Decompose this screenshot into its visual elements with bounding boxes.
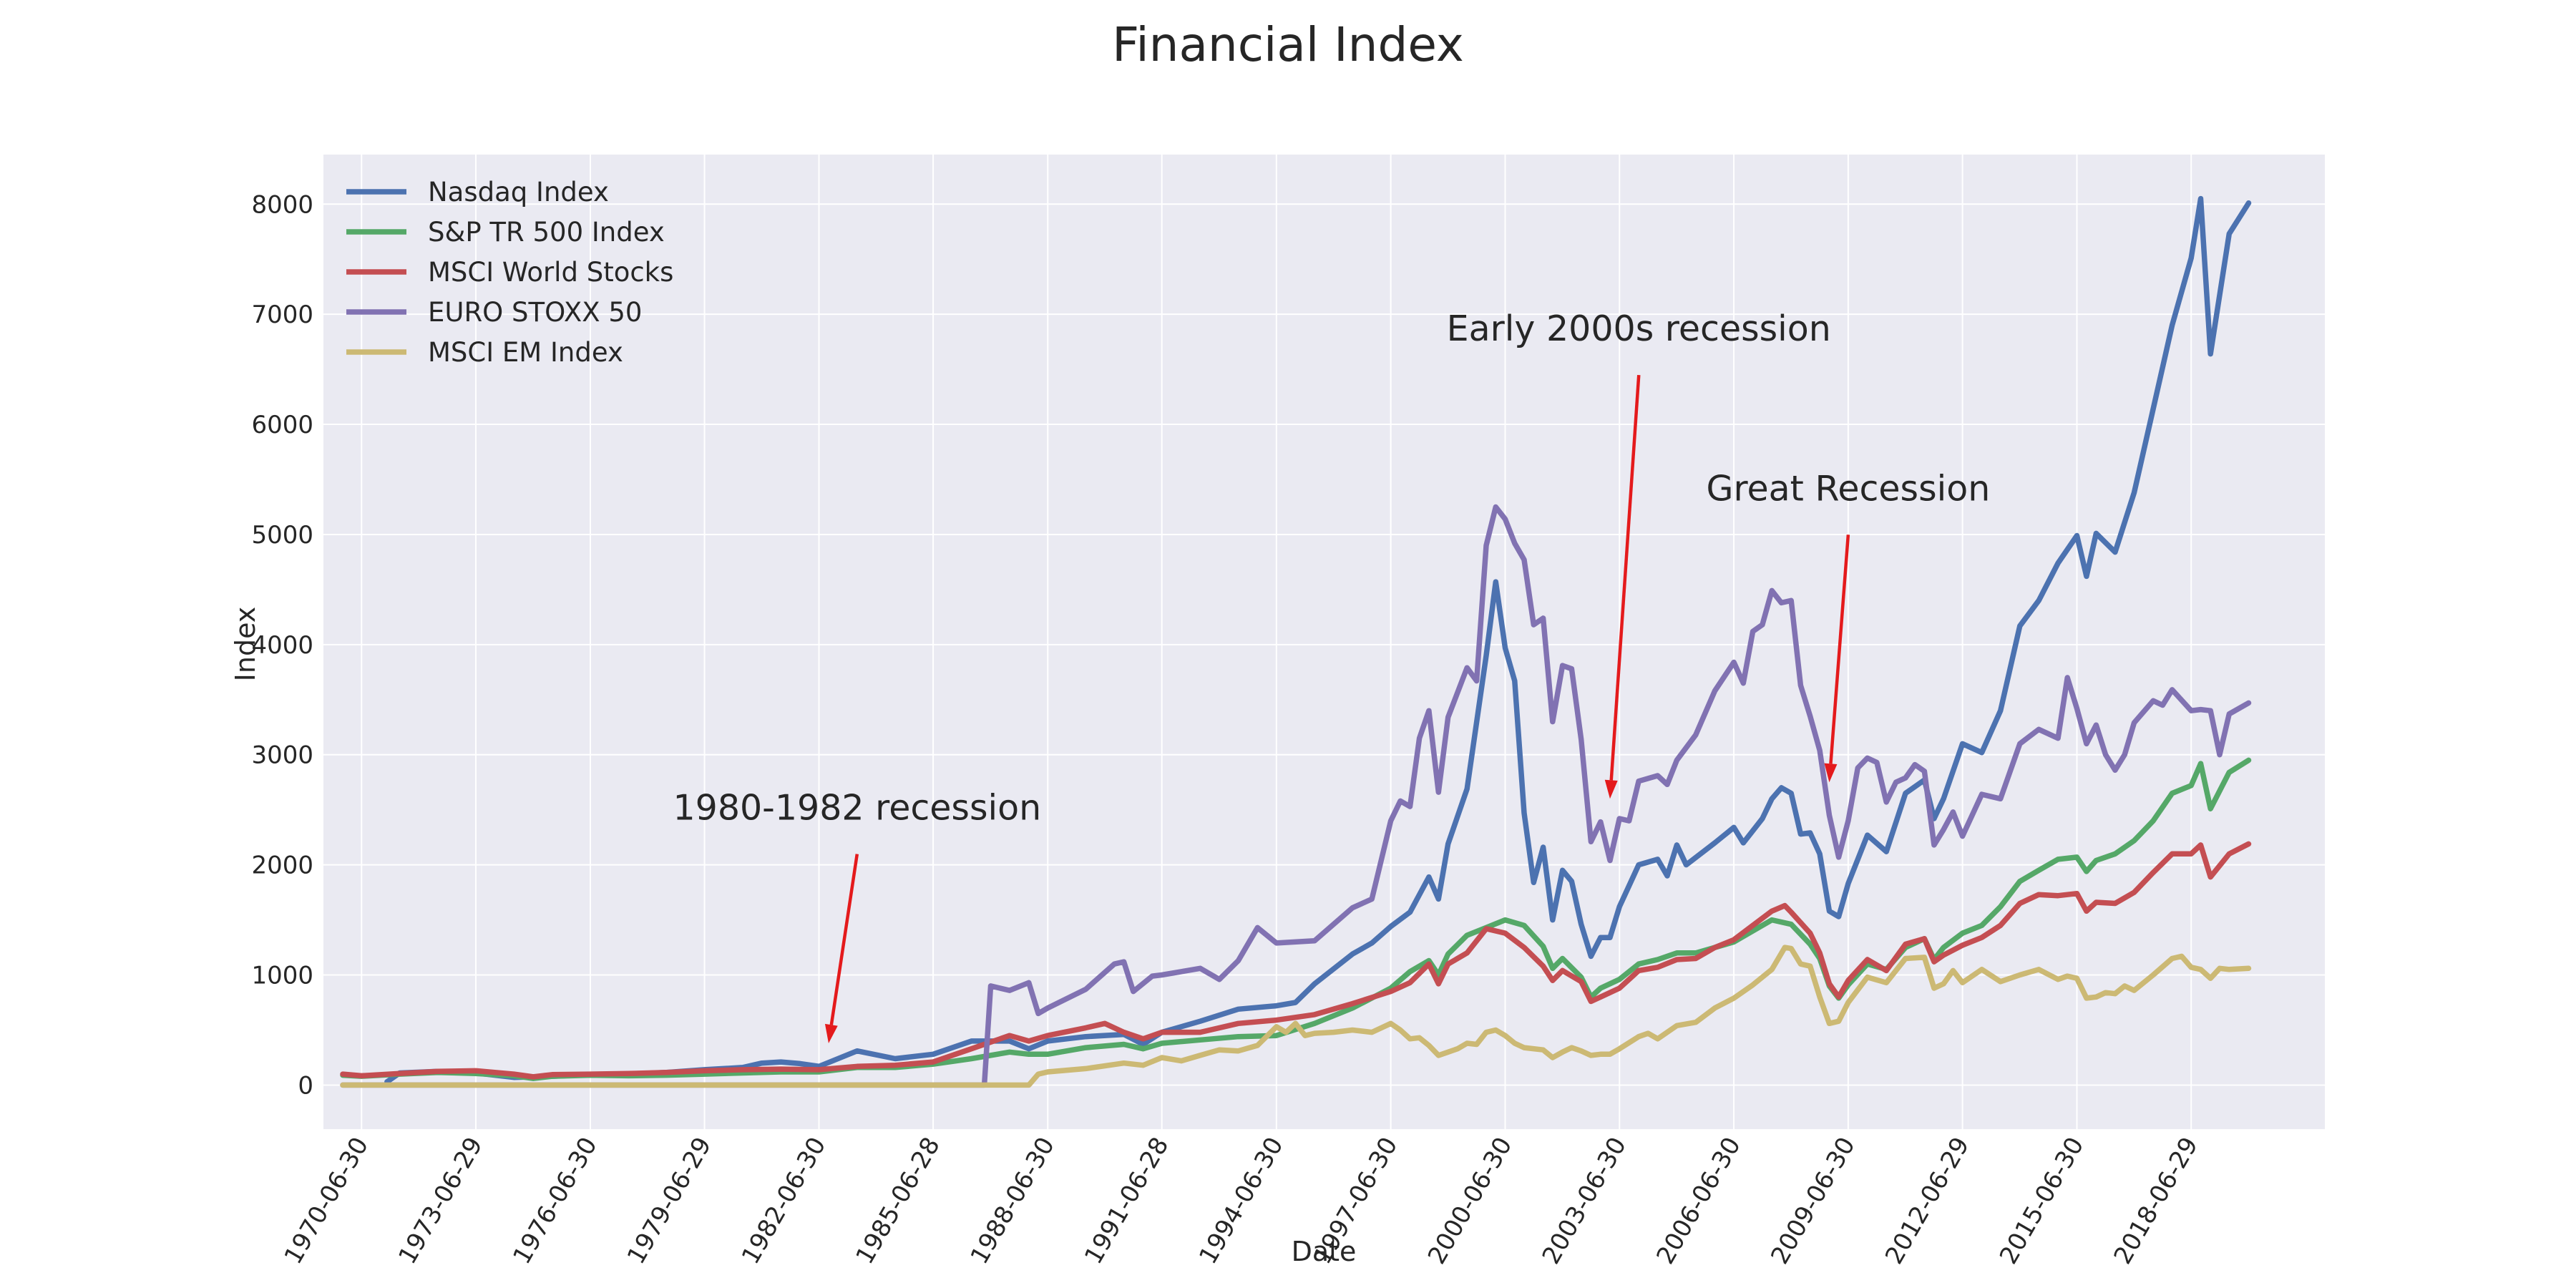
annotation-arrowhead xyxy=(824,1023,838,1043)
x-tick-label: 2012-06-29 xyxy=(1880,1133,1975,1269)
series-lines xyxy=(340,195,2252,1088)
x-tick-label: 2018-06-29 xyxy=(2109,1133,2204,1269)
x-tick-label: 1985-06-28 xyxy=(850,1133,945,1269)
y-tick-label: 7000 xyxy=(251,301,313,329)
annotation-arrowhead xyxy=(1824,763,1838,783)
annotation-text: 1980-1982 recession xyxy=(673,788,1041,829)
x-axis-label: Date xyxy=(1292,1236,1357,1267)
x-tick-label: 1988-06-30 xyxy=(965,1133,1060,1269)
x-tick-label: 2009-06-30 xyxy=(1765,1133,1860,1269)
y-axis-ticks: 0 1000 2000 3000 4000 5000 6000 7000 8000 xyxy=(251,190,313,1100)
annotations: 1980-1982 recession Early 2000s recession… xyxy=(673,308,1990,1043)
series-line-msci-world-stocks xyxy=(340,841,2252,1080)
grid-lines xyxy=(323,155,2325,1129)
y-tick-label: 0 xyxy=(298,1071,313,1100)
x-tick-label: 1973-06-29 xyxy=(393,1133,488,1269)
legend-label: MSCI World Stocks xyxy=(428,257,673,288)
annotation-arrowhead xyxy=(1604,779,1618,799)
legend: Nasdaq Index S&P TR 500 Index MSCI World S… xyxy=(346,177,673,368)
x-tick-label: 2003-06-30 xyxy=(1537,1133,1632,1269)
annotation-arrow xyxy=(1609,374,1641,781)
x-tick-label: 1970-06-30 xyxy=(279,1133,374,1269)
legend-label: S&P TR 500 Index xyxy=(428,217,665,248)
series-line-euro-stoxx-50 xyxy=(340,504,2252,1088)
y-axis-label: Index xyxy=(230,607,261,682)
legend-label: EURO STOXX 50 xyxy=(428,297,642,328)
legend-label: MSCI EM Index xyxy=(428,337,623,368)
annotation-text: Great Recession xyxy=(1706,468,1990,509)
x-tick-label: 1994-06-30 xyxy=(1194,1133,1289,1269)
x-tick-label: 2006-06-30 xyxy=(1651,1133,1746,1269)
x-tick-label: 1991-06-28 xyxy=(1079,1133,1174,1269)
series-line-msci-em-index xyxy=(340,945,2252,1088)
legend-label: Nasdaq Index xyxy=(428,177,609,208)
chart-title: Financial Index xyxy=(1112,17,1464,72)
annotation-text: Early 2000s recession xyxy=(1447,308,1831,349)
y-tick-label: 8000 xyxy=(251,190,313,219)
x-axis-ticks: 1970-06-30 1973-06-29 1976-06-30 1979-06-29… xyxy=(279,1133,2204,1269)
x-tick-label: 1979-06-29 xyxy=(622,1133,717,1269)
y-tick-label: 1000 xyxy=(251,962,313,990)
y-tick-label: 3000 xyxy=(251,741,313,770)
plot-area xyxy=(323,155,2325,1129)
y-tick-label: 5000 xyxy=(251,521,313,550)
y-tick-label: 4000 xyxy=(251,631,313,660)
x-tick-label: 1982-06-30 xyxy=(736,1133,831,1269)
x-tick-label: 2000-06-30 xyxy=(1423,1133,1518,1269)
y-tick-label: 2000 xyxy=(251,852,313,880)
y-tick-label: 6000 xyxy=(251,411,313,439)
annotation-arrow xyxy=(1829,535,1850,764)
x-tick-label: 1976-06-30 xyxy=(507,1133,602,1269)
series-line-nasdaq-index xyxy=(384,195,2252,1085)
x-tick-label: 2015-06-30 xyxy=(1994,1133,2089,1269)
annotation-arrow xyxy=(829,854,859,1025)
